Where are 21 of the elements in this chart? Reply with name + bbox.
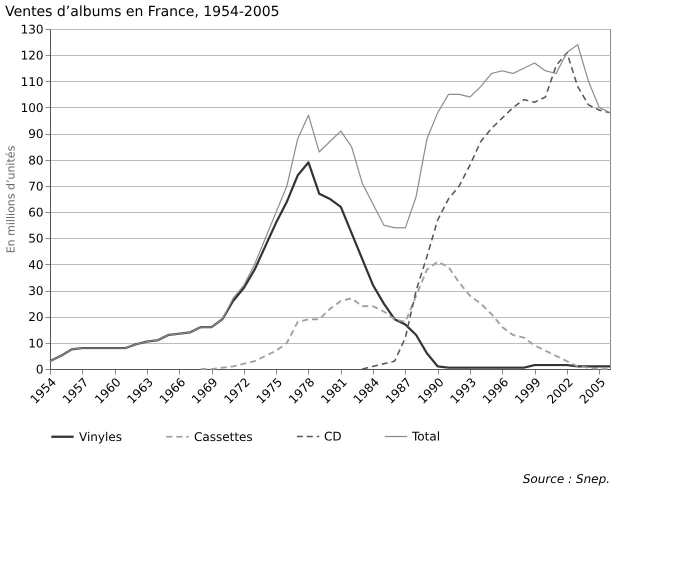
y-tick-label: 20 xyxy=(28,310,44,324)
legend-label: Cassettes xyxy=(194,430,253,444)
y-axis-title: En millions d’unités xyxy=(4,145,18,254)
y-tick-label: 120 xyxy=(20,48,44,63)
y-tick-label: 30 xyxy=(28,284,44,298)
y-tick-label: 40 xyxy=(28,258,44,272)
y-tick-label: 130 xyxy=(20,22,44,36)
legend-label: Vinyles xyxy=(79,430,122,444)
y-tick-label: 110 xyxy=(20,74,44,89)
chart-title: Ventes d’albums en France, 1954-2005 xyxy=(5,4,280,20)
y-tick-label: 10 xyxy=(28,336,44,350)
y-tick-label: 60 xyxy=(28,206,44,220)
y-tick-label: 90 xyxy=(28,127,44,142)
y-tick-label: 100 xyxy=(20,100,44,115)
legend-label: Total xyxy=(411,430,440,444)
y-tick-label: 50 xyxy=(28,232,44,246)
legend-label: CD xyxy=(324,430,342,444)
source-note: Source : Snep. xyxy=(522,472,610,486)
y-tick-label: 70 xyxy=(28,179,44,194)
y-tick-label: 80 xyxy=(28,153,44,168)
y-tick-label: 0 xyxy=(36,362,44,376)
